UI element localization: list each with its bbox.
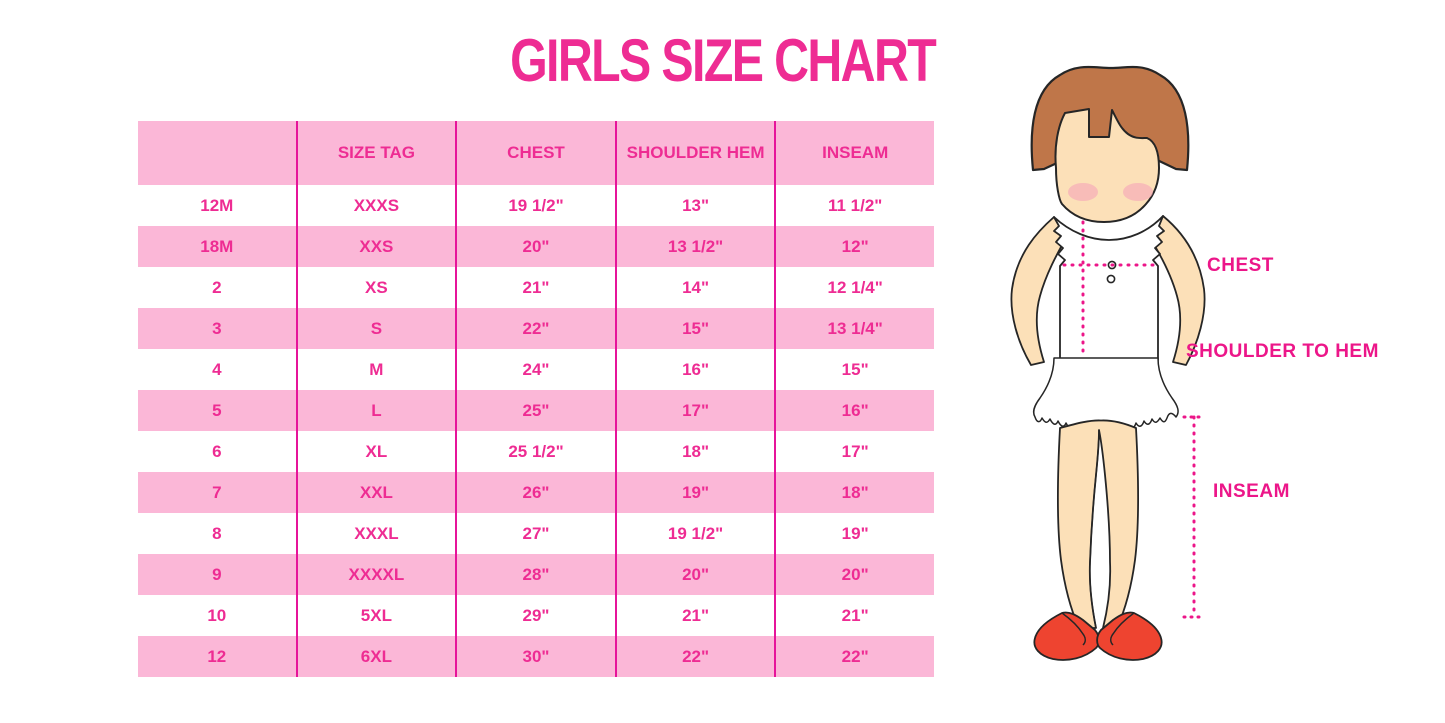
svg-text:CHEST: CHEST xyxy=(1207,255,1274,276)
svg-text:SHOULDER TO HEM: SHOULDER TO HEM xyxy=(1186,341,1379,362)
svg-text:INSEAM: INSEAM xyxy=(1213,481,1290,502)
